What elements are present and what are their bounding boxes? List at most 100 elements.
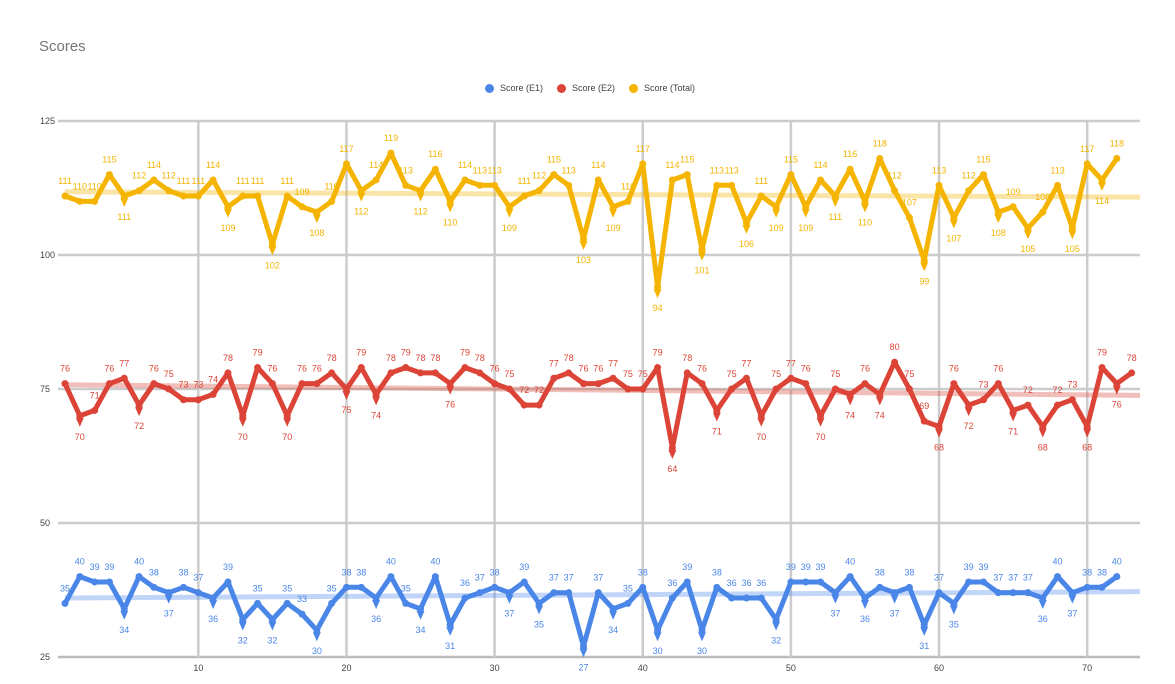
x-tick-label: 20 (341, 663, 351, 673)
data-point (580, 642, 587, 650)
data-label: 78 (386, 353, 396, 363)
data-point (639, 160, 647, 168)
data-point (402, 181, 410, 189)
legend-label-e2: Score (E2) (572, 83, 616, 93)
data-label: 76 (993, 364, 1003, 374)
min-marker (342, 391, 351, 400)
legend-item-e2[interactable]: Score (E2) (557, 83, 615, 93)
legend-item-e1[interactable]: Score (E1) (485, 83, 543, 93)
data-label: 119 (384, 133, 398, 143)
data-point (254, 364, 262, 372)
legend-label-e1: Score (E1) (500, 83, 544, 93)
min-marker (209, 600, 218, 610)
data-label: 109 (798, 223, 813, 233)
min-marker (698, 632, 707, 642)
data-point (298, 610, 306, 618)
data-label: 40 (1112, 557, 1122, 567)
data-point (994, 380, 1002, 388)
data-label: 112 (887, 171, 901, 181)
data-label: 31 (445, 641, 455, 651)
data-label: 71 (90, 390, 100, 400)
data-label: 74 (208, 374, 218, 384)
min-marker (1038, 428, 1047, 438)
data-label: 115 (102, 155, 116, 165)
data-label: 108 (1035, 192, 1050, 202)
data-point (283, 192, 291, 200)
data-label: 31 (919, 641, 929, 651)
data-point (683, 171, 691, 179)
data-label: 108 (991, 228, 1006, 238)
data-label: 113 (710, 165, 724, 175)
data-label: 79 (1097, 348, 1107, 358)
data-label: 111 (236, 176, 250, 186)
data-label: 38 (1097, 567, 1107, 577)
min-marker (357, 192, 366, 202)
data-label: 80 (890, 342, 900, 352)
min-marker (446, 203, 455, 213)
data-point (639, 583, 647, 591)
data-label: 78 (475, 353, 485, 363)
data-point (76, 412, 84, 420)
data-point (505, 203, 513, 211)
data-label: 114 (147, 160, 161, 170)
data-point (61, 380, 69, 388)
data-point (239, 615, 247, 623)
data-label: 111 (754, 176, 768, 186)
data-point (254, 192, 262, 200)
data-label: 101 (694, 266, 709, 276)
data-point (1024, 589, 1032, 597)
data-point (1009, 203, 1017, 211)
data-label: 40 (430, 557, 440, 567)
data-point (91, 197, 99, 205)
data-point (1113, 155, 1121, 163)
data-point (105, 380, 113, 388)
data-point (1054, 181, 1062, 189)
data-label: 76 (297, 364, 307, 374)
data-label: 111 (828, 212, 842, 222)
data-point (342, 583, 350, 591)
data-point (624, 385, 632, 393)
data-point (905, 385, 913, 393)
min-marker (920, 262, 929, 272)
data-point (1098, 583, 1106, 591)
data-point (402, 599, 410, 607)
data-point (1098, 176, 1106, 184)
data-point (550, 589, 558, 597)
data-point (757, 594, 765, 602)
series-line (62, 150, 1120, 290)
data-point (76, 573, 84, 581)
data-point (535, 401, 543, 409)
data-label: 78 (564, 353, 574, 363)
data-label: 113 (724, 165, 738, 175)
data-label: 33 (297, 594, 307, 604)
data-label: 114 (813, 160, 827, 170)
data-label: 76 (578, 364, 588, 374)
data-label: 107 (902, 197, 917, 207)
data-point (950, 599, 958, 607)
data-label: 114 (458, 160, 472, 170)
legend-swatch-e2 (557, 83, 567, 93)
data-point (1024, 224, 1032, 232)
data-point (757, 192, 765, 200)
min-marker (579, 648, 588, 658)
data-label: 76 (593, 364, 603, 374)
data-point (787, 374, 795, 382)
data-point (1024, 401, 1032, 409)
data-label: 30 (312, 646, 322, 656)
data-point (1009, 589, 1017, 597)
data-label: 37 (890, 609, 900, 619)
data-label: 76 (149, 364, 159, 374)
data-label: 113 (932, 165, 946, 175)
data-point (165, 187, 173, 195)
data-label: 38 (638, 567, 648, 577)
legend-item-total[interactable]: Score (Total) (629, 83, 695, 93)
data-point (357, 187, 365, 195)
data-point (372, 594, 380, 602)
data-point (831, 589, 839, 597)
data-label: 115 (680, 155, 694, 165)
min-marker (135, 407, 144, 417)
data-label: 32 (267, 635, 277, 645)
data-point (372, 390, 380, 398)
data-label: 76 (801, 364, 811, 374)
data-label: 118 (1110, 139, 1124, 149)
